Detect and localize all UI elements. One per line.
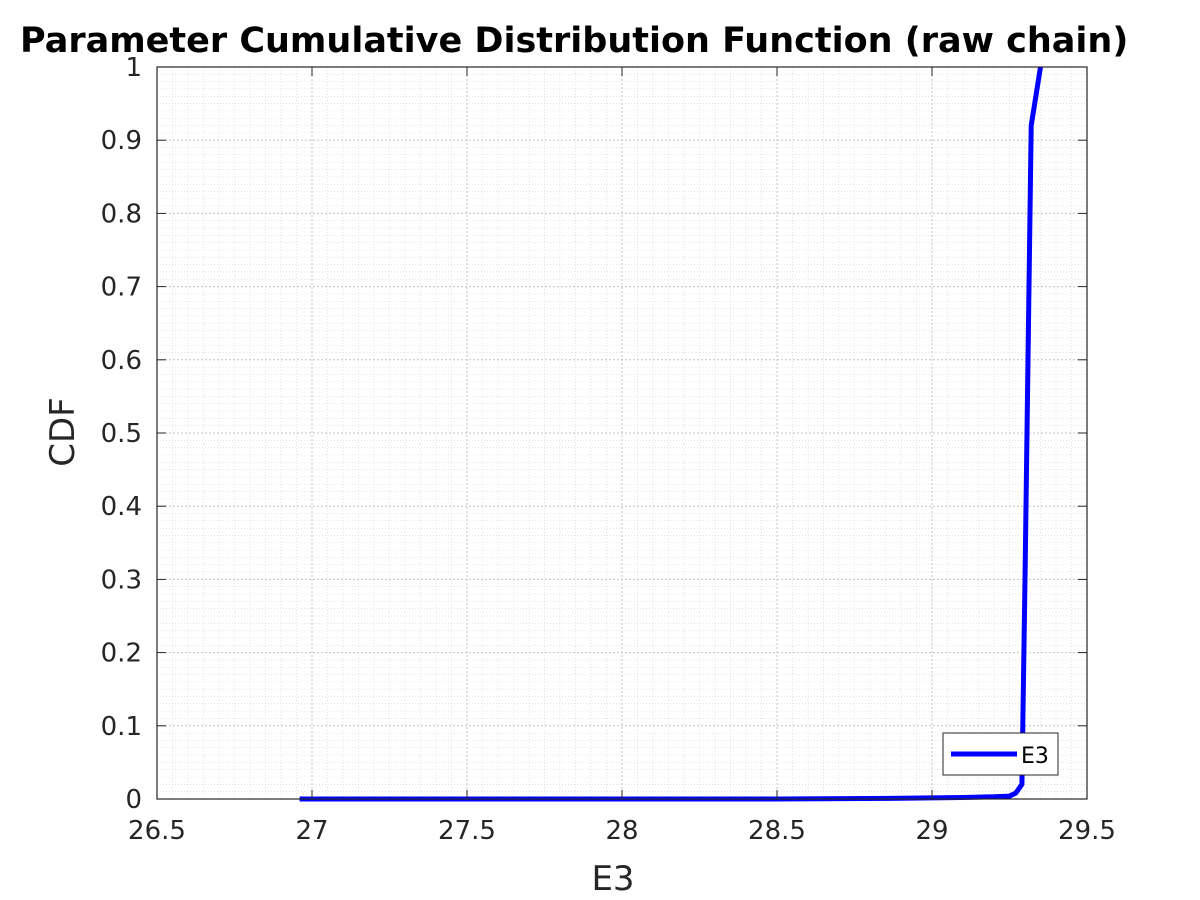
data-point	[1030, 125, 1032, 127]
y-tick-label: 0.9	[101, 126, 142, 156]
x-tick-label: 28.5	[748, 816, 806, 846]
x-tick-label: 27	[295, 816, 328, 846]
y-axis-ticks: 0 0.1 0.2 0.3 0.4 0.5 0.6 0.7 0.8 0.9 1	[101, 53, 1087, 815]
data-point	[1021, 783, 1023, 785]
y-tick-label: 0.6	[101, 346, 142, 376]
y-tick-label: 0.1	[101, 712, 142, 742]
y-axis-label: CDF	[43, 397, 83, 466]
x-tick-label: 29	[915, 816, 948, 846]
y-tick-label: 1	[125, 53, 142, 83]
y-tick-label: 0.8	[101, 199, 142, 229]
y-tick-label: 0.3	[101, 565, 142, 595]
y-tick-label: 0	[125, 785, 142, 815]
y-tick-label: 0.5	[101, 419, 142, 449]
data-point	[1009, 795, 1010, 797]
y-tick-label: 0.4	[101, 492, 142, 522]
x-axis-label: E3	[591, 859, 634, 899]
chart-title: Parameter Cumulative Distribution Functi…	[20, 21, 1128, 61]
data-point	[993, 796, 995, 798]
x-tick-label: 26.5	[128, 816, 186, 846]
y-tick-label: 0.7	[101, 273, 142, 303]
data-point	[962, 797, 964, 799]
data-point	[1015, 792, 1017, 794]
x-tick-label: 28	[605, 816, 638, 846]
x-tick-label: 27.5	[438, 816, 496, 846]
y-tick-label: 0.2	[101, 639, 142, 669]
legend-label-e3: E3	[1021, 744, 1049, 769]
x-axis-ticks: 26.5 27 27.5 28 28.5 29 29.5	[128, 67, 1116, 846]
data-point	[1024, 578, 1026, 580]
x-tick-label: 29.5	[1058, 816, 1116, 846]
legend[interactable]: E3	[942, 732, 1059, 776]
